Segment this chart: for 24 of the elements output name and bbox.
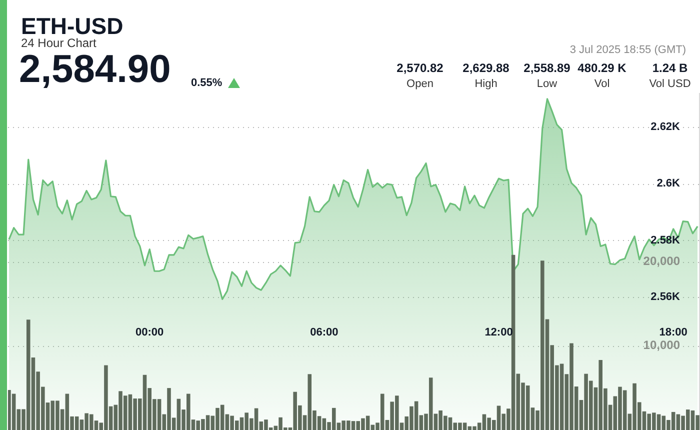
text: Vol USD (648, 78, 692, 90)
chart-title: ETH-USD (21, 13, 124, 39)
x-tick-label: 06:00 (310, 326, 338, 338)
text: Open (406, 78, 434, 90)
y-tick-label: 2.62K (650, 121, 680, 134)
text: Low (536, 78, 558, 90)
y2-tick-label: 20,000 (643, 254, 680, 268)
text: 2,558.89 (524, 61, 570, 75)
x-tick-label: 00:00 (136, 326, 164, 338)
y-tick-label: 2.58K (650, 234, 680, 246)
y-tick-label: 2.56K (650, 290, 680, 303)
text: Vol (593, 78, 611, 90)
text: 0.55% (191, 77, 222, 89)
text: 2,584.90 (19, 48, 171, 92)
x-tick-label: 18:00 (659, 326, 688, 338)
y-tick-label: 2.6K (656, 178, 680, 190)
text: 2,629.88 (462, 61, 510, 75)
y2-tick-label: 10,000 (643, 338, 680, 352)
text: 1.24 B (651, 61, 689, 75)
text: 2,570.82 (396, 61, 444, 75)
text: 3 Jul 2025 18:55 (GMT) (570, 44, 686, 56)
text: High (474, 78, 498, 90)
text: 480.29 K (578, 61, 626, 75)
chart-subtitle: 24 Hour Chart (21, 36, 96, 50)
